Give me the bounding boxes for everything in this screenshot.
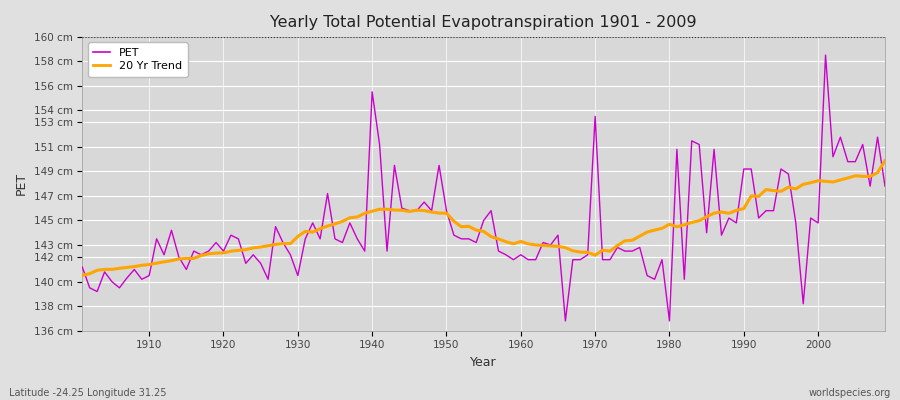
- PET: [516, 252, 526, 257]
- 20 Yr Trend: [136, 263, 147, 268]
- PET: [76, 265, 87, 270]
- 20 Yr Trend: [605, 249, 616, 254]
- Legend: PET, 20 Yr Trend: PET, 20 Yr Trend: [88, 42, 187, 77]
- PET: [560, 318, 571, 323]
- Y-axis label: PET: PET: [15, 172, 28, 195]
- 20 Yr Trend: [879, 158, 890, 163]
- Line: PET: PET: [82, 55, 885, 321]
- X-axis label: Year: Year: [471, 356, 497, 369]
- Text: Latitude -24.25 Longitude 31.25: Latitude -24.25 Longitude 31.25: [9, 388, 166, 398]
- PET: [820, 53, 831, 58]
- PET: [508, 257, 518, 262]
- Title: Yearly Total Potential Evapotranspiration 1901 - 2009: Yearly Total Potential Evapotranspiratio…: [270, 15, 697, 30]
- 20 Yr Trend: [345, 215, 356, 220]
- 20 Yr Trend: [508, 242, 518, 246]
- PET: [612, 245, 623, 250]
- PET: [345, 220, 356, 225]
- 20 Yr Trend: [76, 273, 87, 278]
- Line: 20 Yr Trend: 20 Yr Trend: [82, 161, 885, 275]
- PET: [136, 277, 147, 282]
- PET: [879, 184, 890, 188]
- Text: worldspecies.org: worldspecies.org: [809, 388, 891, 398]
- 20 Yr Trend: [516, 239, 526, 244]
- 20 Yr Trend: [300, 229, 310, 234]
- PET: [300, 236, 310, 241]
